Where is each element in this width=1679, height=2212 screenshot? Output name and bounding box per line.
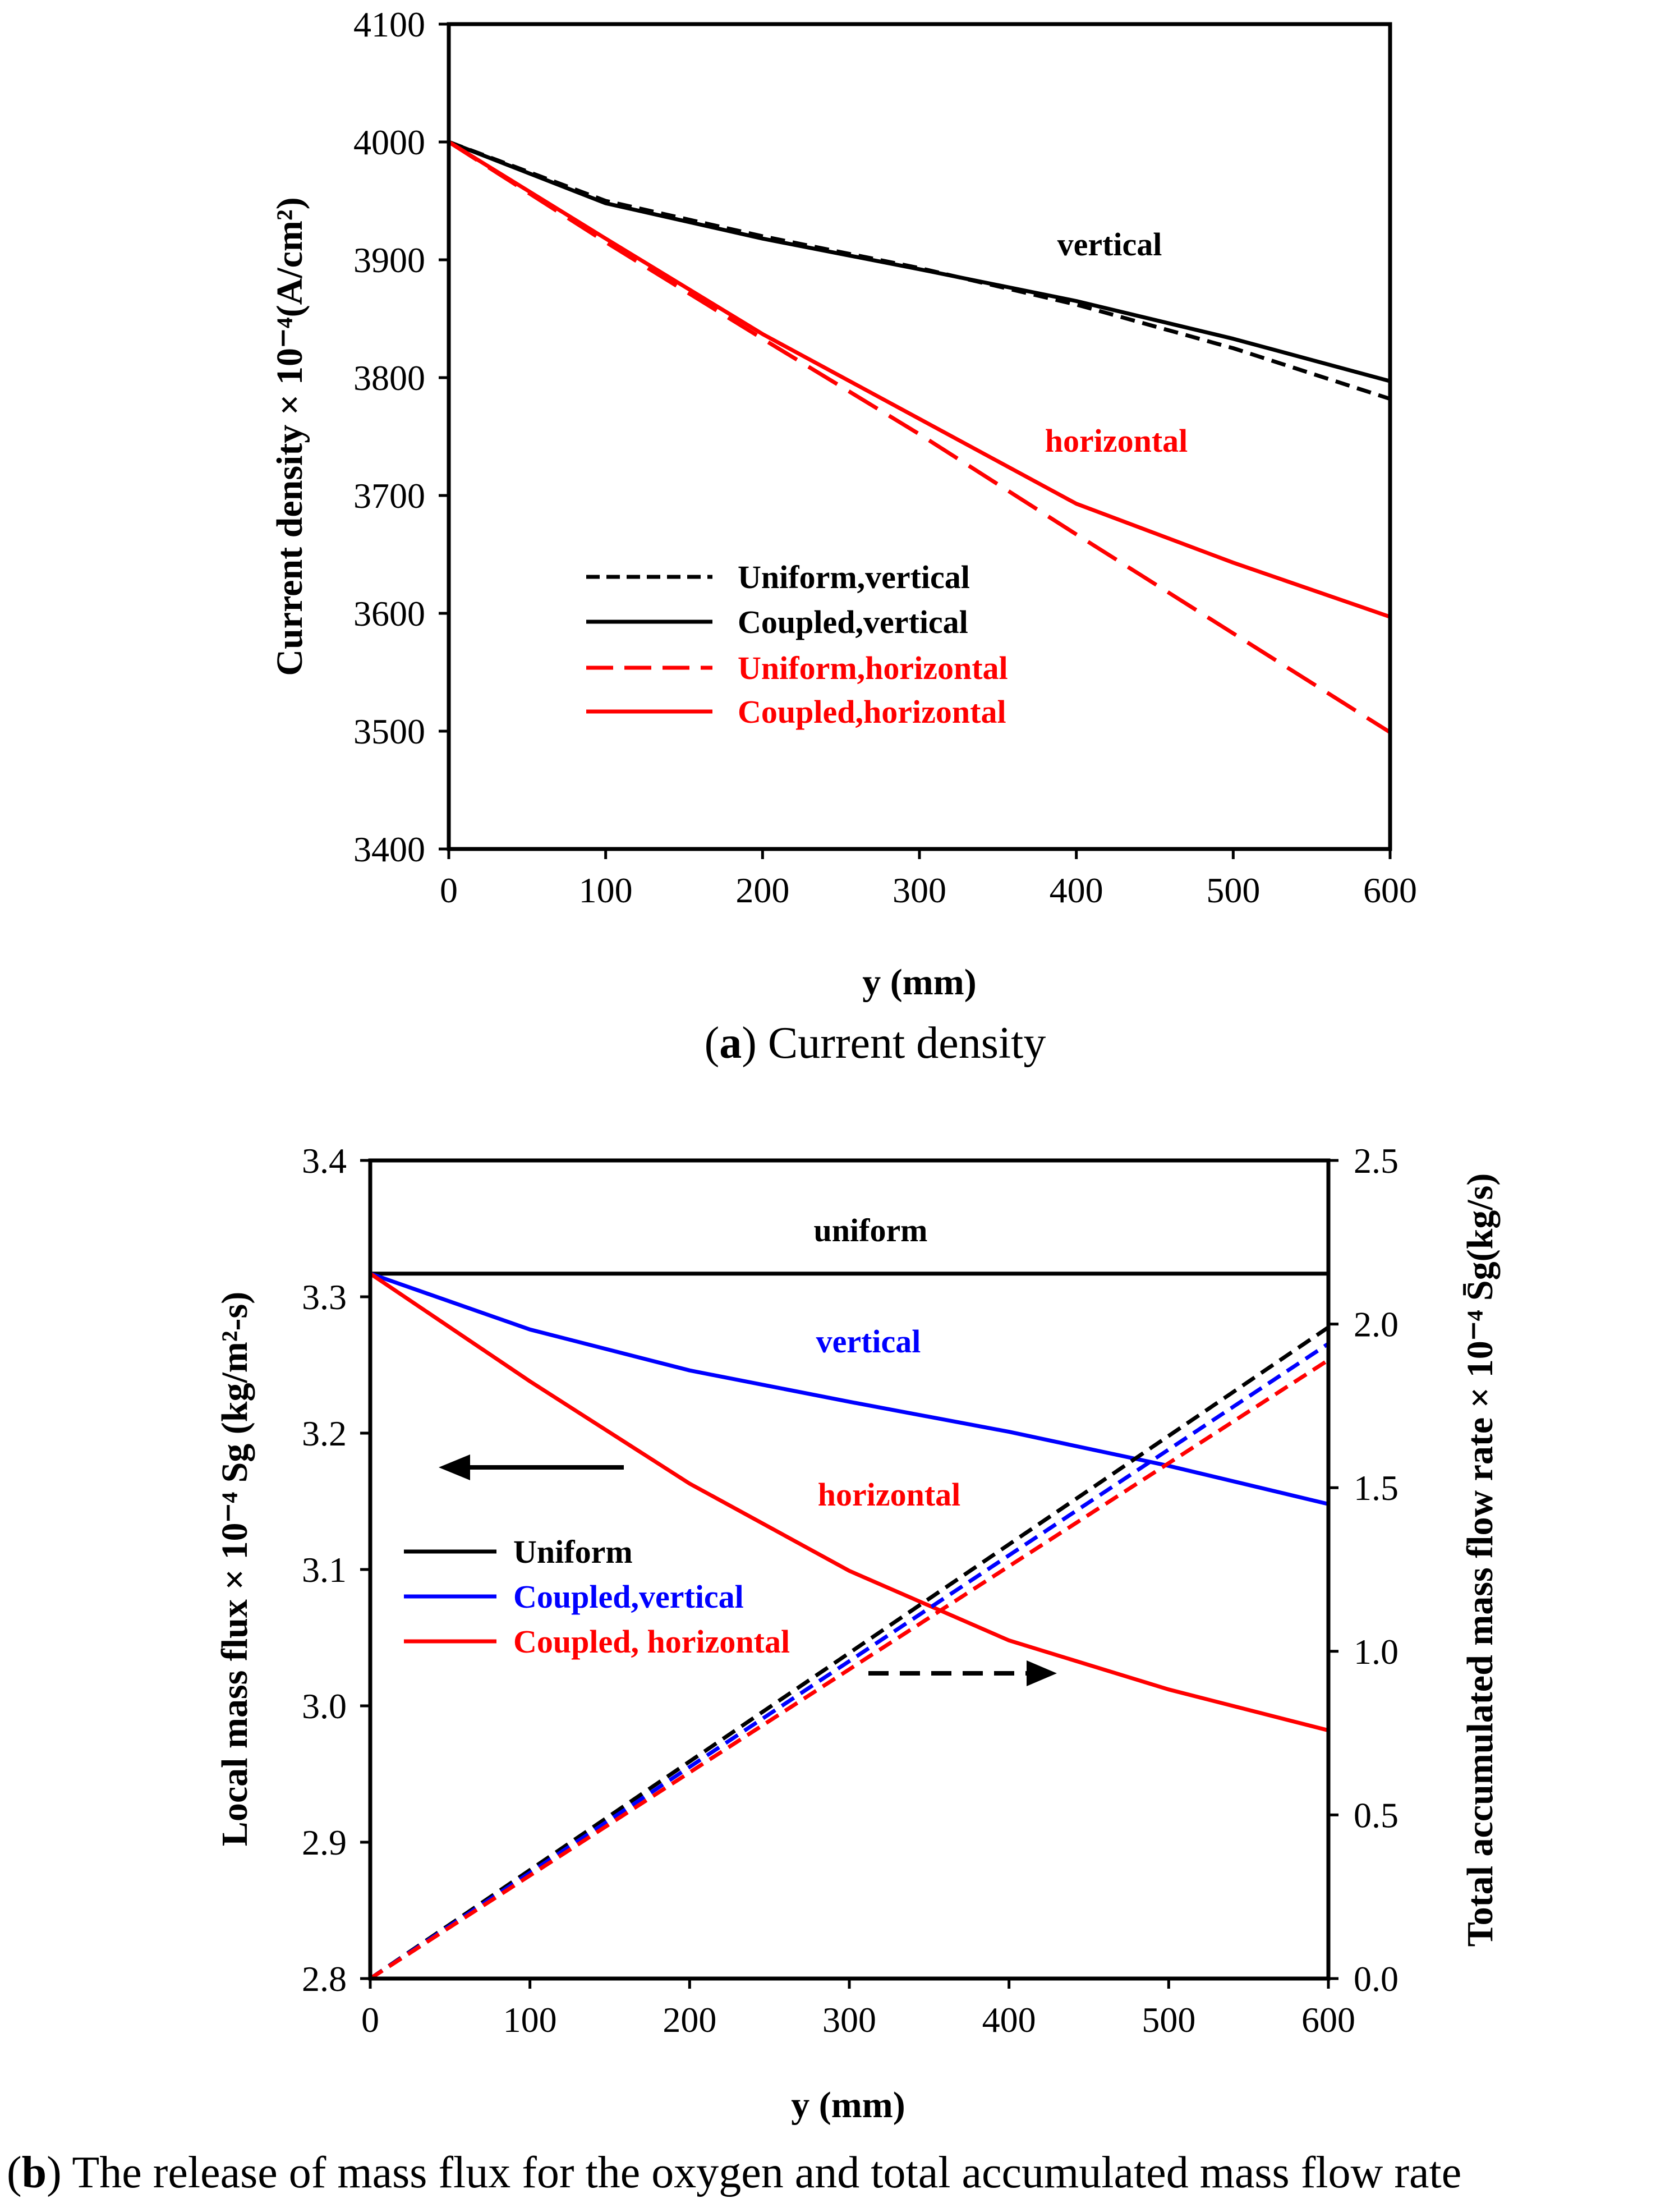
panel-b-y2tick-label: 2.0 — [1354, 1305, 1399, 1344]
panel-a-series-coupled-vertical — [448, 140, 1391, 383]
panel-b-y2tick-label: 0.5 — [1354, 1795, 1399, 1835]
panel-a-xtick-label: 200 — [735, 870, 789, 910]
panel-b-y2tick-label: 0.0 — [1354, 1959, 1399, 1999]
panel-a-legend-label-uniform-vertical: Uniform,vertical — [738, 559, 970, 595]
panel-b-y2tick-label: 1.0 — [1354, 1632, 1399, 1672]
panel-b-ytick-label: 3.1 — [302, 1550, 347, 1590]
panel-a-ytick-label: 4100 — [353, 4, 425, 44]
panel-a-xtick-label: 0 — [440, 870, 458, 910]
panel-b-series-coupled-horizontal — [369, 1272, 1329, 1733]
panel-b-xtick-label: 0 — [361, 2000, 379, 2040]
panel-a-ytick-label: 3600 — [353, 594, 425, 634]
panel-b-xtick-label: 200 — [663, 2000, 716, 2040]
panel-a-ytick-label: 3900 — [353, 240, 425, 280]
panel-a-x-axis-label: y (mm) — [862, 962, 976, 1003]
panel-a-annotation-horizontal: horizontal — [1045, 423, 1188, 459]
panel-a-series-uniform-horizontal — [448, 140, 1391, 735]
panel-a-ytick-label: 3700 — [353, 476, 425, 516]
panel-b-annotation-vertical: vertical — [816, 1323, 921, 1360]
panel-a-legend-label-coupled-horizontal: Coupled,horizontal — [738, 694, 1006, 730]
panel-a-xtick-label: 400 — [1050, 870, 1103, 910]
panel-a: 0 100 200 300 400 500 600 3400 3500 3600 3700 3800… — [269, 4, 1417, 1068]
panel-b-annotation-uniform: uniform — [814, 1212, 928, 1249]
panel-a-yticks: 3400 3500 3600 3700 3800 3900 4000 4100 — [353, 4, 449, 869]
panel-b-ytick-label: 2.9 — [302, 1823, 347, 1862]
panel-a-legend-label-coupled-vertical: Coupled,vertical — [738, 604, 968, 640]
panel-b-series — [369, 1272, 1330, 1980]
panel-b-legend: Uniform Coupled,vertical Coupled, horizo… — [404, 1534, 790, 1660]
panel-a-xtick-label: 500 — [1206, 870, 1260, 910]
panel-a-caption-text: Current density — [757, 1018, 1046, 1068]
panel-b-xtick-label: 600 — [1301, 2000, 1355, 2040]
panel-a-caption-letter: a — [719, 1018, 742, 1068]
panel-b-xtick-label: 300 — [822, 2000, 876, 2040]
panel-a-xtick-label: 600 — [1363, 870, 1417, 910]
panel-b-x-axis-label: y (mm) — [791, 2085, 905, 2126]
panel-b-yticks: 2.8 2.9 3.0 3.1 3.2 3.3 3.4 — [302, 1141, 370, 1999]
panel-b-ytick-label: 3.3 — [302, 1277, 347, 1317]
panel-b-legend-label-coupled-vertical: Coupled,vertical — [513, 1578, 744, 1615]
panel-b-ytick-label: 2.8 — [302, 1959, 347, 1999]
panel-b-ytick-label: 3.4 — [302, 1141, 347, 1181]
panel-b-caption-text: The release of mass flux for the oxygen … — [62, 2148, 1461, 2197]
panel-a-xticks: 0 100 200 300 400 500 600 — [440, 849, 1417, 910]
panel-a-series — [448, 140, 1391, 735]
panel-b-y2ticks: 0.0 0.5 1.0 1.5 2.0 2.5 — [1328, 1141, 1399, 1999]
panel-b-xtick-label: 500 — [1142, 2000, 1195, 2040]
panel-b-series-coupled-vertical-accumulated — [369, 1342, 1330, 1980]
panel-a-ytick-label: 3800 — [353, 358, 425, 398]
panel-b-xtick-label: 100 — [503, 2000, 557, 2040]
panel-b-series-coupled-horizontal-accumulated — [369, 1358, 1330, 1980]
panel-b-y2tick-label: 2.5 — [1354, 1141, 1399, 1181]
panel-b-series-uniform-accumulated — [369, 1325, 1330, 1980]
panel-b: 0 100 200 300 400 500 600 2.8 2.9 3.0 3.1 3.2 3.3 3.… — [7, 1141, 1501, 2197]
panel-a-y-axis-label: Current density × 10⁻⁴(A/cm²) — [269, 197, 310, 676]
panel-b-ytick-label: 3.2 — [302, 1414, 347, 1453]
panel-a-ytick-label: 4000 — [353, 122, 425, 162]
panel-a-series-coupled-horizontal — [448, 140, 1391, 619]
panel-a-caption: (a) Current density — [705, 1018, 1046, 1068]
panel-b-ytick-label: 3.0 — [302, 1686, 347, 1726]
right-axis-arrow — [868, 1660, 1057, 1686]
panel-b-legend-label-uniform: Uniform — [513, 1534, 633, 1570]
left-axis-arrow — [439, 1454, 624, 1480]
panel-b-y2-axis-label: Total accumulated mass flow rate × 10⁻⁴ … — [1460, 1173, 1501, 1947]
panel-b-xticks: 0 100 200 300 400 500 600 — [361, 1979, 1355, 2040]
panel-a-ytick-label: 3500 — [353, 712, 425, 751]
panel-b-legend-label-coupled-horizontal: Coupled, horizontal — [513, 1623, 790, 1660]
panel-b-annotation-horizontal: horizontal — [818, 1476, 961, 1513]
panel-a-xtick-label: 300 — [893, 870, 946, 910]
panel-b-caption-letter: b — [22, 2148, 47, 2197]
panel-a-legend: Uniform,vertical Coupled,vertical Unifor… — [586, 559, 1008, 730]
panel-a-series-uniform-vertical — [448, 140, 1391, 401]
panel-b-xtick-label: 400 — [982, 2000, 1036, 2040]
panel-b-caption: (b) The release of mass flux for the oxy… — [7, 2148, 1461, 2197]
panel-a-legend-label-uniform-horizontal: Uniform,horizontal — [738, 650, 1008, 686]
panel-a-xtick-label: 100 — [579, 870, 633, 910]
panel-a-annotation-vertical: vertical — [1057, 226, 1162, 263]
panel-b-y2tick-label: 1.5 — [1354, 1468, 1399, 1508]
panel-a-ytick-label: 3400 — [353, 829, 425, 869]
panel-b-series-coupled-vertical — [369, 1272, 1329, 1506]
panel-b-y-axis-label: Local mass flux × 10⁻⁴ Sg (kg/m²-s) — [214, 1292, 255, 1846]
